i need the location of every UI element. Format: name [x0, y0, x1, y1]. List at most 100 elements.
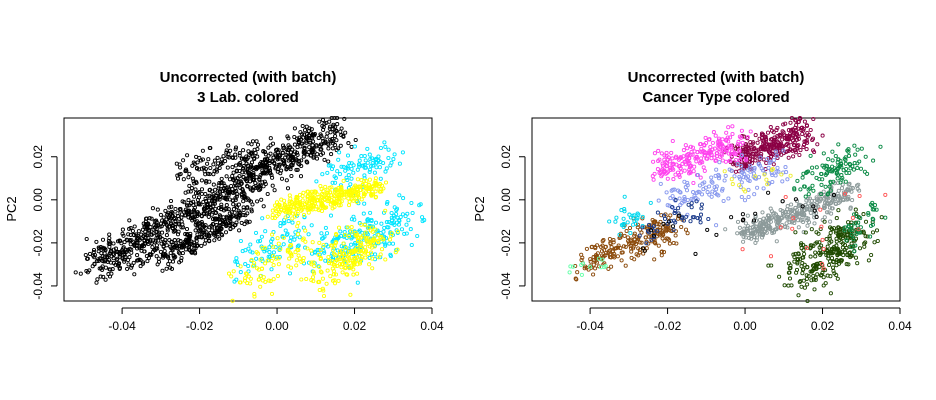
data-point [196, 191, 201, 196]
data-point [272, 188, 277, 193]
data-point [788, 147, 793, 152]
data-point [328, 213, 334, 218]
data-point [149, 232, 154, 237]
data-point [593, 246, 598, 251]
data-point [98, 274, 103, 279]
data-point [343, 189, 348, 194]
data-point [326, 254, 331, 260]
data-point [595, 251, 600, 256]
data-point [658, 225, 663, 230]
data-point [219, 176, 224, 181]
data-point [306, 201, 311, 206]
data-point [752, 223, 757, 229]
data-point [261, 275, 266, 280]
data-point [819, 243, 824, 248]
data-point [603, 253, 608, 258]
data-point [827, 184, 832, 189]
data-point [338, 203, 343, 208]
data-point [264, 156, 269, 162]
data-point [584, 246, 589, 251]
data-point [262, 150, 268, 155]
data-point [349, 176, 354, 181]
data-point [798, 257, 803, 262]
data-point [308, 207, 313, 212]
data-point [359, 154, 364, 159]
data-point [100, 237, 106, 242]
data-point [218, 180, 223, 186]
data-point [319, 142, 324, 147]
data-point [637, 247, 643, 252]
data-point [747, 235, 752, 241]
series-7 [607, 194, 653, 237]
data-point [189, 210, 194, 215]
data-point [319, 208, 325, 214]
data-point [313, 250, 318, 255]
data-point [173, 228, 178, 233]
data-point [334, 148, 339, 153]
data-point [775, 155, 780, 161]
data-point [391, 213, 396, 218]
data-point [826, 167, 831, 172]
data-point [840, 245, 845, 250]
data-point [320, 117, 326, 123]
data-point [219, 204, 224, 210]
data-point [780, 129, 785, 134]
data-point [719, 153, 724, 158]
data-point [660, 236, 665, 241]
data-point [199, 220, 204, 225]
data-point [591, 272, 596, 277]
data-point [269, 267, 274, 272]
data-point [712, 185, 717, 190]
data-point [323, 225, 328, 230]
data-point [735, 231, 740, 236]
data-point [819, 192, 824, 197]
data-point [806, 201, 811, 206]
data-point [644, 239, 649, 244]
data-point [107, 236, 112, 241]
data-point [683, 159, 688, 164]
data-point [129, 238, 134, 243]
data-point [814, 214, 819, 220]
data-point [113, 262, 118, 267]
data-point [78, 271, 83, 276]
data-point [100, 254, 105, 259]
data-point [781, 151, 786, 156]
data-point [833, 230, 838, 235]
data-point [334, 138, 339, 143]
data-point [275, 273, 280, 279]
data-point [296, 248, 301, 253]
data-point [746, 178, 751, 183]
data-point [815, 272, 820, 277]
data-point [238, 280, 243, 285]
data-point [823, 281, 828, 286]
data-point [384, 220, 389, 225]
data-point [258, 284, 263, 289]
data-point [155, 207, 160, 212]
data-point [743, 156, 749, 161]
data-point [786, 212, 791, 218]
data-point [714, 167, 719, 172]
data-point [849, 244, 854, 250]
data-point [650, 174, 655, 179]
data-point [818, 207, 823, 212]
data-point [197, 228, 202, 233]
data-point [337, 172, 343, 177]
data-point [373, 227, 378, 232]
data-point [804, 138, 809, 143]
data-point [813, 254, 818, 259]
data-point [333, 134, 338, 139]
data-point [230, 155, 236, 161]
data-point [146, 222, 151, 227]
data-point [164, 266, 169, 271]
data-point [297, 135, 302, 140]
data-point [391, 157, 396, 162]
data-point [253, 230, 259, 235]
data-point [594, 260, 599, 265]
data-point [673, 197, 678, 203]
data-point [359, 242, 364, 247]
data-point [634, 217, 639, 222]
data-point [793, 125, 798, 130]
data-point [629, 249, 634, 254]
data-point [99, 251, 104, 256]
data-point [195, 213, 200, 218]
